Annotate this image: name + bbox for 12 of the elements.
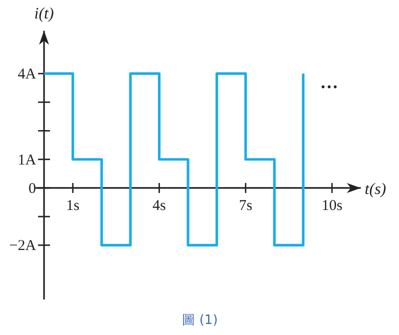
y-axis-title: i(t) [34, 6, 54, 23]
x-tick-label: 4s [152, 198, 166, 214]
x-tick-label: 10s [322, 198, 343, 214]
y-tick-label: 0 [28, 180, 36, 197]
x-axis-title: t(s) [364, 180, 386, 198]
y-tick-label: 4A [18, 66, 36, 83]
annotation: … [320, 72, 338, 92]
x-tick-label: 7s [238, 198, 252, 214]
text: 圖 (1) [182, 313, 218, 328]
y-tick-label: −2A [9, 238, 36, 254]
x-tick-label: 1s [66, 198, 80, 214]
y-tick-label: 1A [18, 152, 36, 168]
